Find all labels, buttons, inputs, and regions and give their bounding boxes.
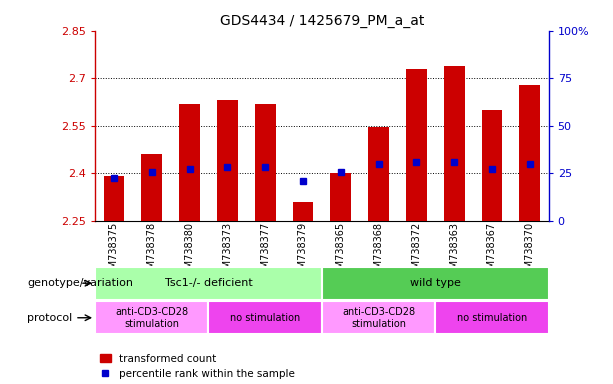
Title: GDS4434 / 1425679_PM_a_at: GDS4434 / 1425679_PM_a_at <box>219 14 424 28</box>
Bar <box>255 104 275 221</box>
Bar <box>208 301 322 334</box>
Text: no stimulation: no stimulation <box>230 313 300 323</box>
Text: genotype/variation: genotype/variation <box>27 278 133 288</box>
Bar <box>322 301 435 334</box>
Text: no stimulation: no stimulation <box>457 313 527 323</box>
Text: anti-CD3-CD28
stimulation: anti-CD3-CD28 stimulation <box>115 307 188 329</box>
Bar <box>95 301 208 334</box>
Text: wild type: wild type <box>410 278 460 288</box>
Bar <box>322 267 549 300</box>
Bar <box>142 154 162 221</box>
Bar <box>95 267 322 300</box>
Bar <box>330 173 351 221</box>
Text: protocol: protocol <box>27 313 91 323</box>
Bar <box>444 66 465 221</box>
Bar <box>217 100 238 221</box>
Bar <box>406 69 427 221</box>
Bar <box>368 127 389 221</box>
Bar <box>292 202 313 221</box>
Text: Tsc1-/- deficient: Tsc1-/- deficient <box>164 278 253 288</box>
Bar <box>104 176 124 221</box>
Legend: transformed count, percentile rank within the sample: transformed count, percentile rank withi… <box>100 354 295 379</box>
Text: anti-CD3-CD28
stimulation: anti-CD3-CD28 stimulation <box>342 307 415 329</box>
Bar <box>482 110 502 221</box>
Bar <box>519 84 540 221</box>
Bar <box>435 301 549 334</box>
Bar <box>179 104 200 221</box>
